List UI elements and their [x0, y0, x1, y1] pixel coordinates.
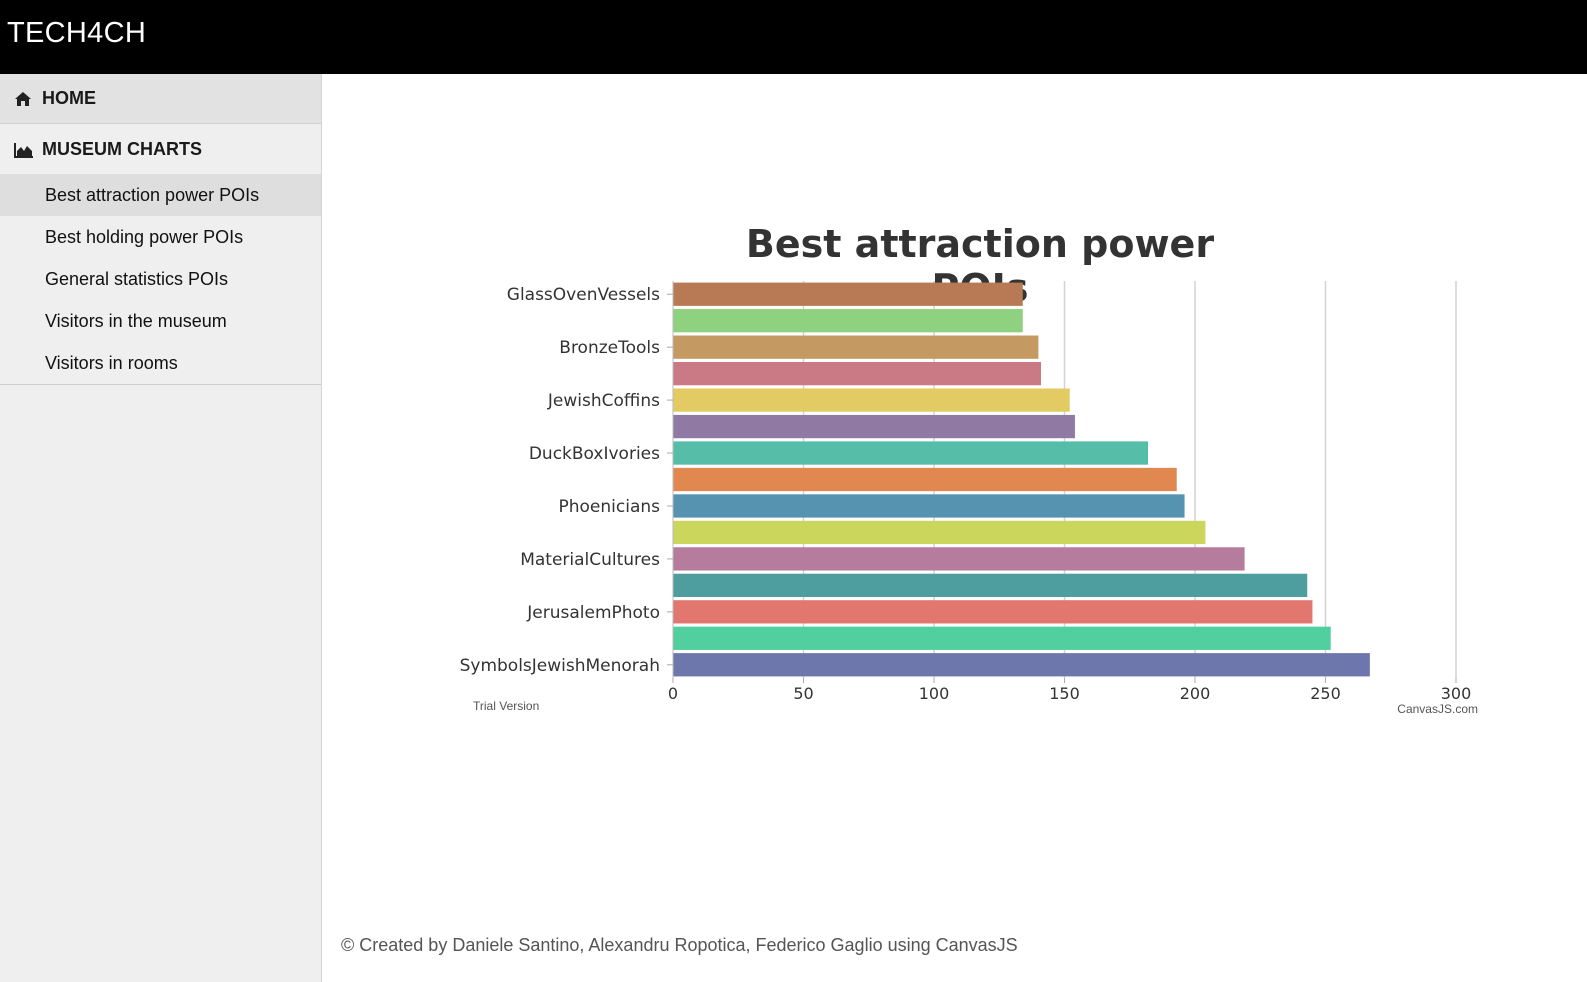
- x-tick-label: 100: [919, 684, 950, 703]
- bar: [673, 361, 1042, 386]
- sidebar-item-home[interactable]: HOME: [0, 74, 321, 124]
- y-tick-label: Phoenicians: [558, 497, 660, 517]
- x-tick-label: 0: [668, 684, 678, 703]
- sidebar-item-best-holding[interactable]: Best holding power POIs: [45, 226, 244, 247]
- bar: [673, 335, 1039, 359]
- y-tick-label: BronzeTools: [559, 338, 660, 358]
- bar: [673, 600, 1313, 624]
- bar: [673, 467, 1177, 492]
- bar: [673, 653, 1370, 677]
- bar: [673, 282, 1023, 306]
- footer-credits: © Created by Daniele Santino, Alexandru …: [341, 935, 1018, 955]
- brand-title[interactable]: TECH4CH: [7, 17, 147, 49]
- bar: [673, 309, 1023, 333]
- y-tick-label: JewishCoffins: [547, 391, 660, 411]
- sidebar-divider: [0, 384, 321, 385]
- bar: [673, 626, 1331, 650]
- y-tick-label: SymbolsJewishMenorah: [460, 656, 660, 676]
- x-tick-label: 250: [1310, 684, 1341, 703]
- area-chart-icon: [14, 142, 33, 158]
- bar: [673, 547, 1245, 571]
- y-tick-label: MaterialCultures: [520, 550, 660, 570]
- sidebar-item-museum-charts[interactable]: MUSEUM CHARTS: [0, 125, 321, 174]
- x-tick-label: 300: [1441, 684, 1472, 703]
- sidebar-item-best-attraction[interactable]: Best attraction power POIs: [0, 174, 321, 216]
- canvasjs-credit: CanvasJS.com: [1397, 702, 1478, 716]
- sidebar-item-visitors-rooms[interactable]: Visitors in rooms: [45, 352, 178, 373]
- bar: [673, 494, 1185, 518]
- bar: [673, 441, 1149, 465]
- bar: [673, 388, 1070, 412]
- trial-version-watermark: Trial Version: [473, 699, 539, 713]
- home-icon: [14, 91, 32, 107]
- sidebar-item-label: HOME: [42, 88, 96, 108]
- y-tick-label: JerusalemPhoto: [526, 603, 660, 623]
- bar: [673, 414, 1075, 439]
- bar: [673, 573, 1308, 598]
- x-tick-label: 50: [793, 684, 813, 703]
- bar: [673, 520, 1206, 545]
- x-tick-label: 200: [1180, 684, 1211, 703]
- sidebar: HOME MUSEUM CHARTS Best attraction power…: [0, 74, 322, 982]
- y-tick-label: GlassOvenVessels: [507, 285, 660, 305]
- sidebar-item-label: MUSEUM CHARTS: [42, 139, 202, 159]
- y-tick-label: DuckBoxIvories: [529, 444, 660, 464]
- x-tick-label: 150: [1049, 684, 1080, 703]
- top-navbar: TECH4CH: [0, 0, 1587, 74]
- sidebar-item-general-statistics[interactable]: General statistics POIs: [45, 268, 229, 289]
- sidebar-item-visitors-museum[interactable]: Visitors in the museum: [45, 310, 227, 331]
